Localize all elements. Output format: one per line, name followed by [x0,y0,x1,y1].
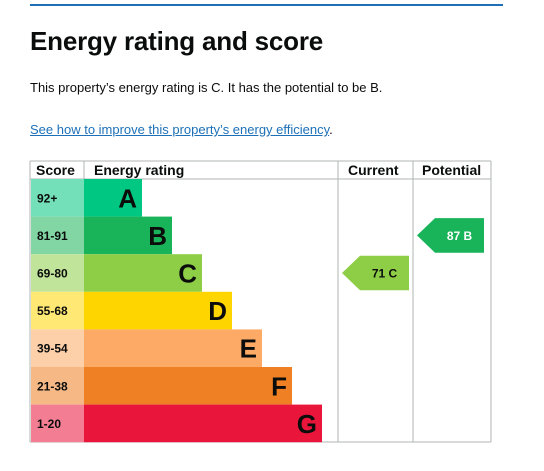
band-letter-c: C [178,259,197,289]
band-bar-b [84,216,172,255]
improve-efficiency-link[interactable]: See how to improve this property’s energ… [30,122,330,137]
band-letter-b: B [148,221,167,251]
band-letter-e: E [240,334,257,364]
score-range-d: 55-68 [37,304,68,318]
score-range-a: 92+ [37,191,57,205]
potential-rating-label: 87 B [447,229,473,243]
score-range-f: 21-38 [37,379,68,393]
energy-summary: This property’s energy rating is C. It h… [30,80,383,95]
score-cell-a [31,179,84,217]
score-range-g: 1-20 [37,417,61,431]
header-current: Current [348,162,399,178]
chart-grid [29,160,492,443]
rating-arrows: 71 C 87 B [342,218,484,291]
band-bar-e [84,329,262,367]
score-cell-e [31,329,84,367]
band-bar-a [84,179,142,217]
page-title: Energy rating and score [30,26,324,56]
score-range-c: 69-80 [37,267,68,281]
top-divider [30,4,503,6]
score-range-b: 81-91 [37,229,68,243]
header-energy-rating: Energy rating [94,162,184,178]
header-potential: Potential [422,162,481,178]
score-cell-b [31,216,84,255]
rating-bands: 92+ A 81-91 B 69-80 C 55-68 D 39-54 E 21-38 F 1-20 G [31,179,322,443]
band-letter-g: G [297,409,317,439]
header-score: Score [36,162,75,178]
link-suffix: . [329,122,333,137]
band-bar-g [84,404,322,443]
score-cell-g [31,404,84,443]
improve-link-line: See how to improve this property’s energ… [30,122,333,137]
band-bar-d [84,291,232,330]
band-letter-f: F [271,371,287,401]
score-cell-d [31,291,84,330]
current-arrow [342,255,409,291]
band-bar-f [84,367,292,405]
score-cell-c [31,254,84,292]
band-letter-d: D [208,296,227,326]
score-range-e: 39-54 [37,342,68,356]
score-cell-f [31,367,84,405]
band-letter-a: A [118,183,137,213]
potential-arrow [417,218,484,253]
current-rating-label: 71 C [372,267,398,281]
band-bar-c [84,254,202,292]
